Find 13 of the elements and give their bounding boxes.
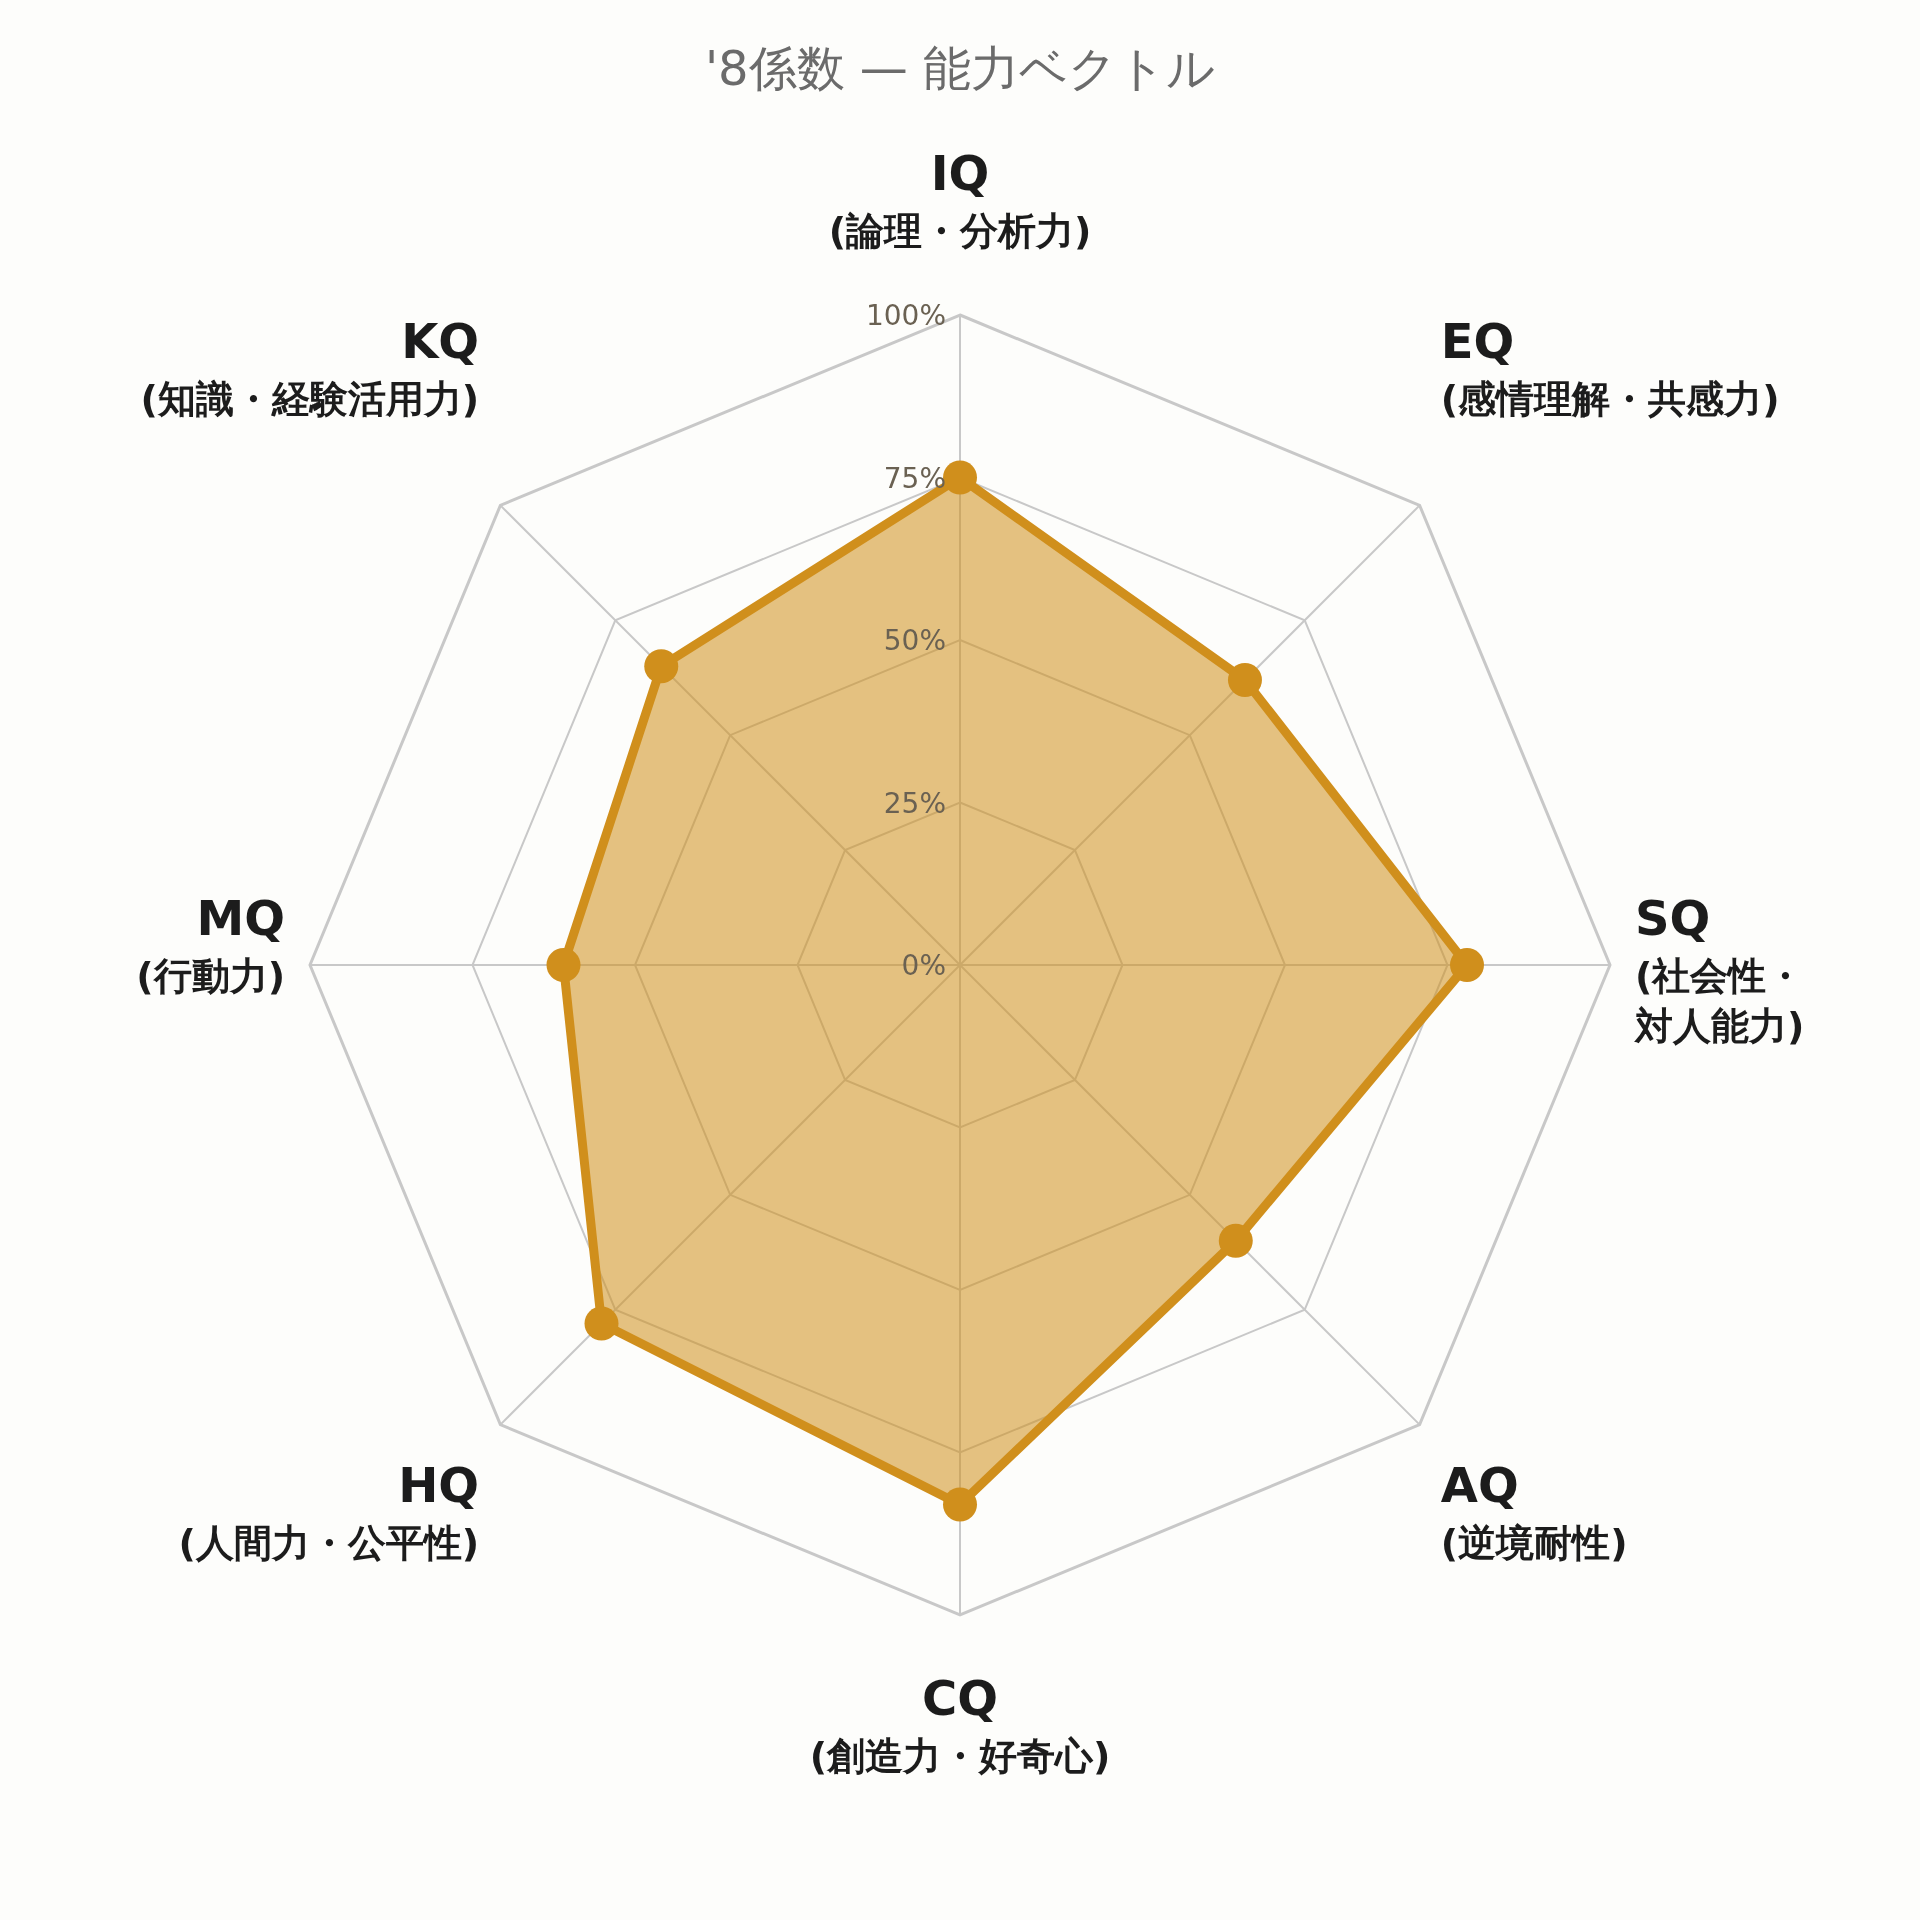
spoke-label: CQ (創造力・好奇心): [809, 1670, 1111, 1778]
spoke-label: MQ (行動力): [136, 890, 285, 998]
spoke-label: KQ (知識・経験活用力): [140, 313, 480, 422]
spoke-label: IQ (論理・分析力): [828, 145, 1092, 253]
spoke-label: EQ (感情理解・共感力): [1440, 313, 1780, 422]
y-tick-label: 50%: [883, 624, 946, 657]
spoke-label: AQ (逆境耐性): [1440, 1456, 1628, 1565]
spoke-label: HQ (人間力・公平性): [178, 1456, 480, 1565]
y-tick-label: 25%: [883, 786, 946, 820]
chart-title: '8係数 — 能力ベクトル: [704, 40, 1216, 96]
y-tick-label: 100%: [865, 299, 946, 332]
y-tick-label: 0%: [901, 949, 946, 982]
spoke-label: SQ (社会性・対人能力): [1634, 890, 1805, 1048]
